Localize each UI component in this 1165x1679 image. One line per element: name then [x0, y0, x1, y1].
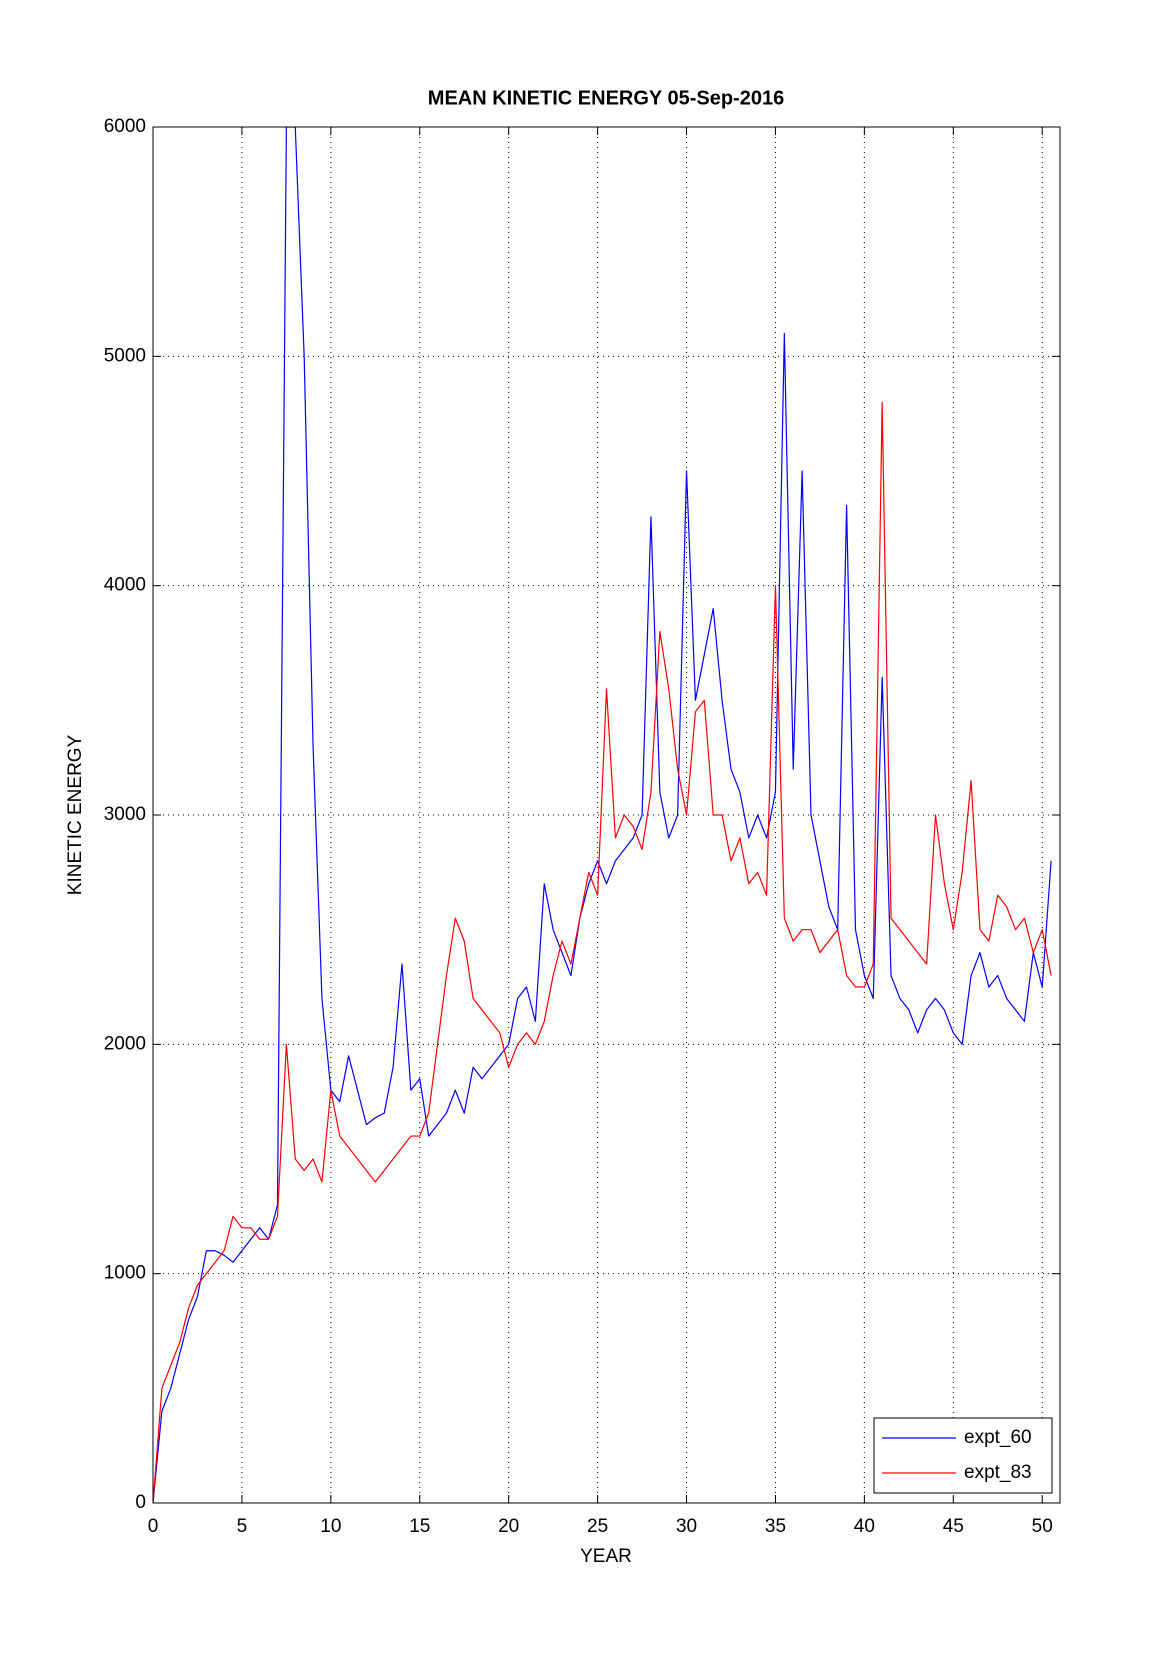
y-tick-label: 3000	[104, 804, 146, 825]
y-tick-label: 1000	[104, 1263, 146, 1284]
data-line	[153, 401, 1052, 1503]
x-tick-label: 30	[676, 1516, 697, 1537]
x-tick-label: 15	[409, 1516, 430, 1537]
y-axis-label: KINETIC ENERGY	[65, 734, 86, 895]
x-tick-label: 40	[854, 1516, 875, 1537]
plot-area	[153, 127, 1052, 1503]
x-tick-label: 20	[498, 1516, 519, 1537]
legend: expt_60 expt_83	[873, 1417, 1053, 1494]
y-tick-label: 2000	[104, 1033, 146, 1054]
x-tick-label: 45	[943, 1516, 964, 1537]
x-tick-label: 25	[587, 1516, 608, 1537]
chart-title: MEAN KINETIC ENERGY 05-Sep-2016	[428, 87, 784, 109]
y-tick-label: 4000	[104, 575, 146, 596]
y-tick-label: 0	[135, 1492, 146, 1513]
x-axis-label: YEAR	[580, 1546, 632, 1567]
grid	[152, 126, 1060, 1504]
x-tick-label: 35	[765, 1516, 786, 1537]
axes-box	[152, 126, 1061, 1504]
legend-box	[873, 1417, 1053, 1494]
x-tick-label: 5	[237, 1516, 248, 1537]
x-tick-label: 10	[320, 1516, 341, 1537]
data-line	[153, 127, 1052, 1503]
y-tick-label: 6000	[104, 116, 146, 137]
x-tick-label: 0	[148, 1516, 159, 1537]
legend-label: expt_83	[964, 1462, 1032, 1483]
legend-label: expt_60	[964, 1427, 1032, 1448]
y-tick-label: 5000	[104, 345, 146, 366]
x-tick-label: 50	[1032, 1516, 1053, 1537]
